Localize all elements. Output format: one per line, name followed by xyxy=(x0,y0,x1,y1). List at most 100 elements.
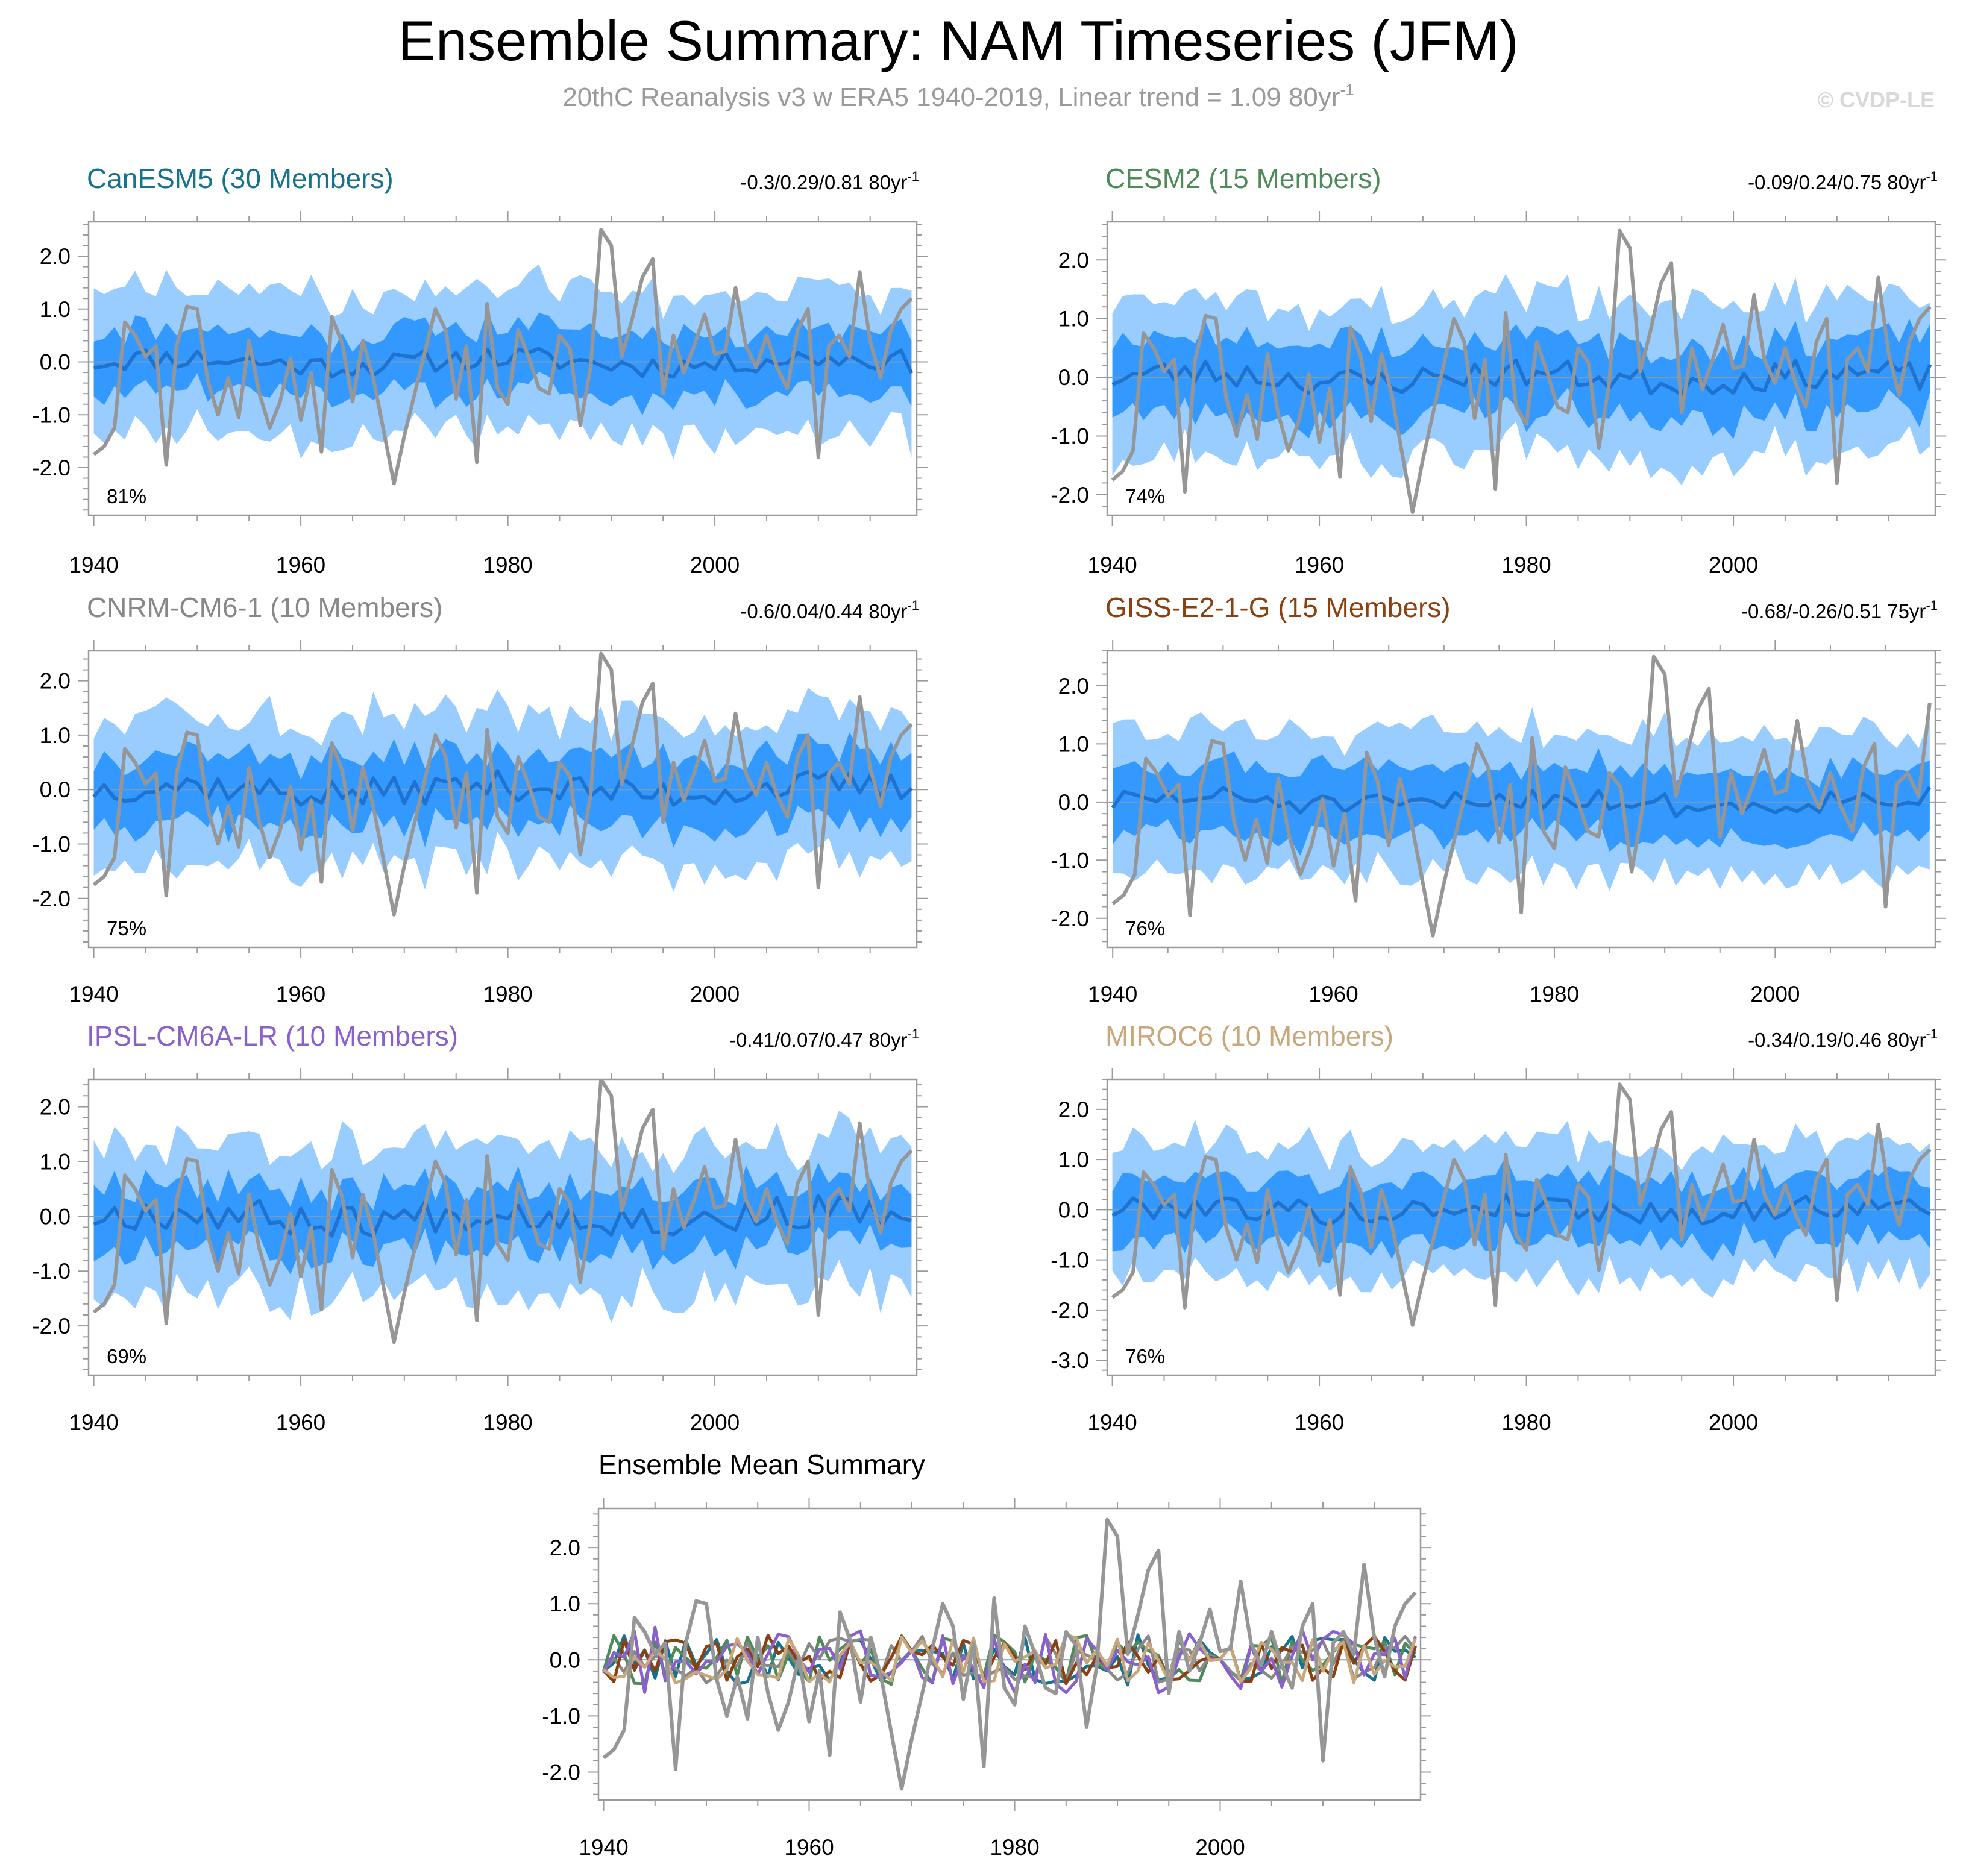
ensemble-mean-line xyxy=(1111,358,1932,397)
panel-data xyxy=(1107,1082,1935,1327)
panel-frame xyxy=(1106,221,1936,516)
panel-title: IPSL-CM6A-LR (10 Members) xyxy=(87,1020,458,1052)
panel-data xyxy=(1107,654,1935,938)
x-tick-label: 1940 xyxy=(69,1410,118,1435)
y-tick-label: 2.0 xyxy=(1058,248,1089,272)
chart-panel-4: 2.0 1.0 0.0 -1.0 -2.0 1940 1960 1980 2000 GISS-E2… xyxy=(1051,592,1946,1006)
chart-panel-6: 2.0 1.0 0.0 -1.0 -2.0 -3.0 1940 1960 1980 2000 MIR… xyxy=(1051,1020,1946,1435)
panel-title: MIROC6 (10 Members) xyxy=(1105,1020,1393,1052)
y-tick-label: -2.0 xyxy=(1051,906,1089,931)
panel-stats-text: -0.41/0.07/0.47 80yr xyxy=(729,1029,907,1051)
panel-stats-sup: -1 xyxy=(1926,169,1938,184)
panel-stats: -0.34/0.19/0.46 80yr-1 xyxy=(1748,1026,1938,1051)
panel-stats-sup: -1 xyxy=(907,598,919,613)
x-tick-label: 1960 xyxy=(276,982,325,1006)
y-tick-label: 1.0 xyxy=(40,1149,71,1174)
x-tick-label: 2000 xyxy=(690,1410,740,1435)
observations-line xyxy=(1111,654,1932,938)
x-tick-label: 1960 xyxy=(276,1410,325,1435)
y-tick-label: 0.0 xyxy=(40,350,71,375)
y-tick-label: 1.0 xyxy=(1058,1147,1089,1172)
x-tick-label: 2000 xyxy=(1195,1835,1245,1860)
y-tick-label: -2.0 xyxy=(1051,1298,1089,1323)
panel-stats: -0.6/0.04/0.44 80yr-1 xyxy=(740,598,919,623)
panels: 2.0 1.0 0.0 -1.0 -2.0 1940 1960 1980 2000 CanESM5… xyxy=(32,163,1946,1860)
panel-title: CanESM5 (30 Members) xyxy=(87,163,394,194)
figure-subtitle-sup: -1 xyxy=(1340,81,1354,99)
y-tick-label: 1.0 xyxy=(550,1592,580,1616)
y-tick-label: 1.0 xyxy=(1058,307,1089,331)
panel-stats-sup: -1 xyxy=(1926,1026,1938,1041)
panel-stats: -0.3/0.29/0.81 80yr-1 xyxy=(740,169,919,193)
panel-frame xyxy=(1106,650,1936,949)
y-tick-label: 2.0 xyxy=(40,1094,71,1119)
y-tick-label: -1.0 xyxy=(32,1259,71,1284)
panel-title: CESM2 (15 Members) xyxy=(1105,163,1381,194)
match-percent: 76% xyxy=(1125,1345,1165,1367)
observations-line xyxy=(92,228,913,486)
y-tick-label: -1.0 xyxy=(1051,424,1089,449)
panel-data xyxy=(89,228,917,486)
panel-stats: -0.09/0.24/0.75 80yr-1 xyxy=(1748,169,1938,193)
panel-data xyxy=(1107,228,1935,515)
x-tick-label: 1960 xyxy=(784,1835,834,1860)
y-tick-label: 0.0 xyxy=(40,1204,71,1229)
panel-data xyxy=(598,1517,1421,1791)
x-tick-label: 1980 xyxy=(483,553,532,577)
chart-panel-1: 2.0 1.0 0.0 -1.0 -2.0 1940 1960 1980 2000 CanESM5… xyxy=(32,163,928,577)
x-tick-label: 1980 xyxy=(483,1410,532,1435)
x-tick-label: 1980 xyxy=(1530,982,1579,1006)
y-tick-label: 2.0 xyxy=(1058,674,1089,698)
panel-frame xyxy=(87,221,918,516)
panel-frame xyxy=(87,650,918,949)
panel-stats-text: -0.3/0.29/0.81 80yr xyxy=(740,171,907,193)
y-tick-label: 0.0 xyxy=(550,1648,580,1672)
x-tick-label: 1940 xyxy=(1087,1410,1137,1435)
panel-stats-text: -0.09/0.24/0.75 80yr xyxy=(1748,171,1926,193)
y-tick-label: 0.0 xyxy=(1058,365,1089,390)
y-tick-label: 0.0 xyxy=(1058,1197,1089,1222)
panel-stats-sup: -1 xyxy=(907,169,919,184)
panel-data xyxy=(89,651,917,917)
observations-line xyxy=(602,1517,1417,1791)
y-tick-label: 1.0 xyxy=(40,297,71,322)
y-tick-label: 0.0 xyxy=(40,777,71,802)
x-tick-label: 1960 xyxy=(1308,982,1358,1006)
y-tick-label: -2.0 xyxy=(1051,483,1089,507)
y-tick-label: -1.0 xyxy=(1051,1248,1089,1273)
y-tick-label: -2.0 xyxy=(542,1760,580,1784)
panel-title: GISS-E2-1-G (15 Members) xyxy=(1105,592,1451,623)
x-tick-label: 1980 xyxy=(990,1835,1039,1860)
y-tick-label: -2.0 xyxy=(32,1314,71,1338)
x-tick-label: 1980 xyxy=(1501,1410,1551,1435)
observations-line xyxy=(1111,1082,1932,1327)
inner-range-band xyxy=(1112,318,1930,439)
figure-subtitle-text: 20thC Reanalysis v3 w ERA5 1940-2019, Li… xyxy=(562,83,1340,112)
x-tick-label: 1980 xyxy=(1501,553,1551,577)
panel-stats-text: -0.6/0.04/0.44 80yr xyxy=(740,600,907,623)
panel-title: CNRM-CM6-1 (10 Members) xyxy=(87,592,442,623)
observations-line xyxy=(92,651,913,917)
y-tick-label: 2.0 xyxy=(40,669,71,694)
y-tick-label: -1.0 xyxy=(542,1704,580,1728)
x-tick-label: 2000 xyxy=(690,553,740,577)
y-tick-label: -1.0 xyxy=(32,403,71,427)
copyright-watermark: © CVDP-LE xyxy=(1817,87,1935,112)
y-tick-label: 1.0 xyxy=(1058,732,1089,756)
y-tick-label: 1.0 xyxy=(40,723,71,748)
panel-frame xyxy=(1106,1078,1936,1376)
y-tick-label: -1.0 xyxy=(32,832,71,856)
x-tick-label: 1940 xyxy=(579,1835,628,1860)
panel-stats-text: -0.68/-0.26/0.51 75yr xyxy=(1741,600,1926,623)
chart-panel-2: 2.0 1.0 0.0 -1.0 -2.0 1940 1960 1980 2000 CESM2 (… xyxy=(1051,163,1946,577)
x-tick-label: 1940 xyxy=(69,982,118,1006)
panel-stats: -0.68/-0.26/0.51 75yr-1 xyxy=(1741,598,1938,623)
panel-frame xyxy=(597,1507,1422,1801)
panel-stats: -0.41/0.07/0.47 80yr-1 xyxy=(729,1026,919,1051)
match-percent: 74% xyxy=(1125,485,1165,507)
figure-subtitle: 20thC Reanalysis v3 w ERA5 1940-2019, Li… xyxy=(562,81,1354,112)
x-tick-label: 1960 xyxy=(1295,1410,1344,1435)
ensemble-mean-series-3 xyxy=(602,1634,1417,1684)
chart-panel-3: 2.0 1.0 0.0 -1.0 -2.0 1940 1960 1980 2000 CNRM-CM… xyxy=(32,592,928,1006)
y-tick-label: 2.0 xyxy=(40,244,71,269)
